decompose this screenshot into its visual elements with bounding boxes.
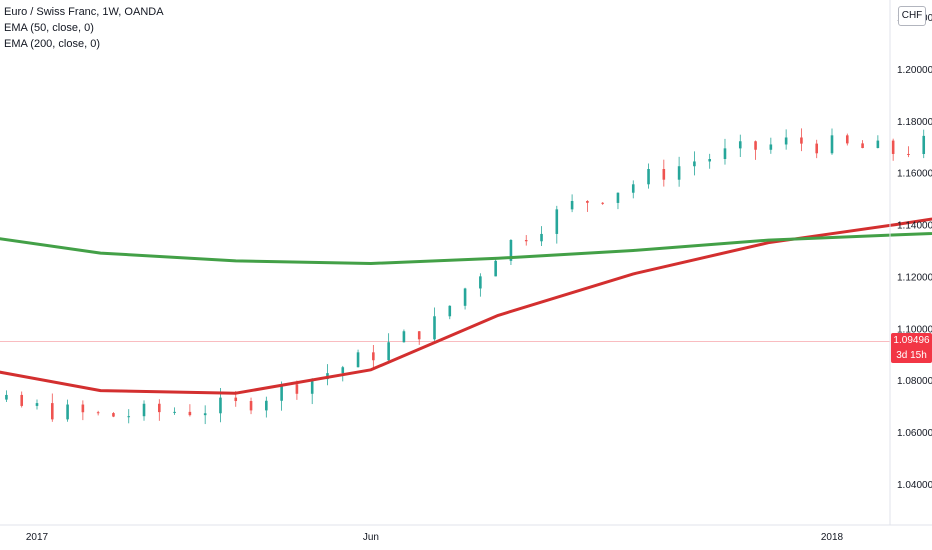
price-tick-label: 1.18000 [897,117,932,128]
price-tick-label: 1.16000 [897,169,932,180]
candle-body [310,379,314,394]
candle-body [158,403,161,413]
fibonacci-lines [0,341,890,342]
time-tick-label: 2017 [26,532,49,543]
candle-body [876,140,880,149]
candle-body [387,342,390,361]
ema-lines [0,217,932,395]
candle-body [738,141,742,149]
candle-body [586,200,589,203]
currency-badge[interactable]: CHF [898,6,926,26]
candle-body [631,184,635,193]
candle-body [861,143,864,149]
candle-body [784,137,788,145]
candle-body [677,166,681,180]
price-axis[interactable]: 1.04000 1.06000 1.08000 1.10000 1.12000 1.140… [889,0,932,525]
chart-legend: Euro / Swiss Franc, 1W, OANDA EMA (50, c… [4,4,164,52]
candle-body [265,400,268,411]
candle-body [280,384,283,401]
candle-body [142,403,146,417]
candle-body [723,148,727,159]
candle-body [5,394,8,400]
candle-body [769,144,773,150]
candle-body [708,158,711,162]
candle-body [754,141,757,150]
time-tick-label: Jun [363,532,379,543]
candle-body [35,403,39,406]
candle-body [372,352,375,361]
time-tick-label: 2018 [821,532,844,543]
candle-body [173,411,176,413]
candle-body [127,416,131,418]
time-axis[interactable]: 2017Jun2018May2019Jun2020Jun2021Jun2022 [0,524,932,543]
ema50-legend[interactable]: EMA (50, close, 0) [4,22,94,34]
candle-body [66,404,69,420]
price-tick-label: 1.12000 [897,272,932,283]
candle-body [203,413,207,416]
candle-body [188,411,192,416]
candle-body [234,397,238,402]
candle-body [249,401,253,411]
candle-body [479,276,482,289]
price-tick-label: 1.08000 [897,376,932,387]
ema200-legend[interactable]: EMA (200, close, 0) [4,38,100,50]
candle-body [662,169,666,180]
candle-body [647,169,650,185]
candle-body [295,384,299,394]
symbol-title[interactable]: Euro / Swiss Franc, 1W, OANDA [4,6,164,18]
candle-body [402,331,406,343]
price-tick-label: 1.14000 [897,221,932,232]
last-price: 1.09496 [893,335,930,347]
candle-body [830,135,834,154]
candle-body [81,404,85,413]
candle-body [356,352,360,368]
candle-body [433,316,436,340]
candle-body [922,135,926,155]
price-tick-label: 1.04000 [897,480,932,491]
candle-body [845,135,849,144]
candle-body [463,288,467,306]
ema200-line [0,231,932,265]
candle-body [448,305,452,317]
candlesticks [5,128,926,425]
candle-body [509,240,513,261]
price-tick-label: 1.06000 [897,428,932,439]
candle-body [50,403,54,420]
candle-body [693,161,696,167]
countdown: 3d 15h [896,350,927,362]
candle-body [524,240,528,242]
candle-body [494,260,497,277]
candle-body [601,202,604,204]
candle-body [341,367,345,374]
candle-body [96,412,100,414]
candle-body [891,140,895,154]
candle-body [112,413,115,417]
last-price-tag: 1.09496 3d 15h [891,333,932,364]
candle-body [417,331,421,340]
candle-body [616,192,620,203]
candle-body [219,397,222,414]
price-tick-label: 1.10000 [897,324,932,335]
candle-body [800,137,803,144]
price-tick-label: 1.20000 [897,65,932,76]
candle-body [815,143,819,154]
ema50-line [0,217,932,395]
candle-body [540,233,543,242]
candle-body [555,209,559,234]
candle-body [570,200,574,210]
candle-body [20,394,24,406]
candle-body [907,153,910,155]
